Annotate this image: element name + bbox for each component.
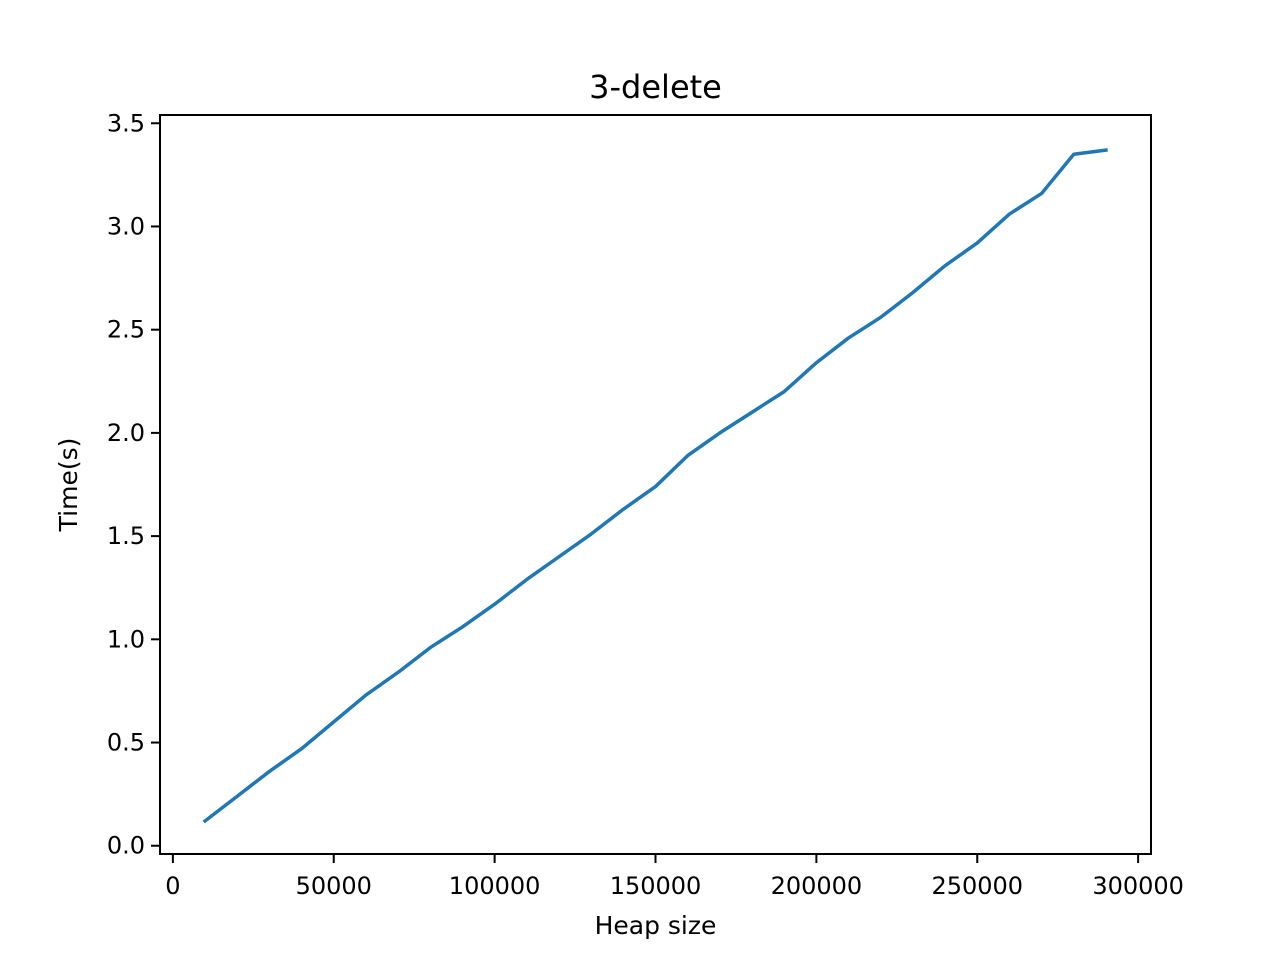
y-tick-label: 1.5	[107, 522, 145, 550]
y-tick-label: 2.5	[107, 316, 145, 344]
y-tick-label: 1.0	[107, 625, 145, 653]
x-tick-label: 100000	[449, 872, 541, 900]
x-tick-label: 200000	[771, 872, 863, 900]
y-tick-label: 2.0	[107, 419, 145, 447]
x-tick-label: 0	[165, 872, 180, 900]
plot-area	[202, 148, 1108, 824]
chart-title: 3-delete	[589, 68, 722, 106]
x-axis-label: Heap size	[595, 911, 717, 940]
y-axis-ticks: 0.0 0.5 1.0 1.5 2.0 2.5 3.0 3.5	[107, 109, 160, 860]
y-tick-label: 3.0	[107, 212, 145, 240]
x-tick-label: 250000	[931, 872, 1023, 900]
y-tick-label: 0.0	[107, 832, 145, 860]
y-tick-label: 0.5	[107, 729, 145, 757]
y-tick-label: 3.5	[107, 109, 145, 137]
x-axis-ticks: 0 50000 100000 150000 200000 250000 300000	[165, 854, 1184, 900]
x-tick-label: 300000	[1092, 872, 1184, 900]
x-tick-label: 50000	[296, 872, 372, 900]
y-axis-label: Time(s)	[54, 438, 83, 533]
series-line	[202, 148, 1108, 824]
x-tick-label: 150000	[610, 872, 702, 900]
